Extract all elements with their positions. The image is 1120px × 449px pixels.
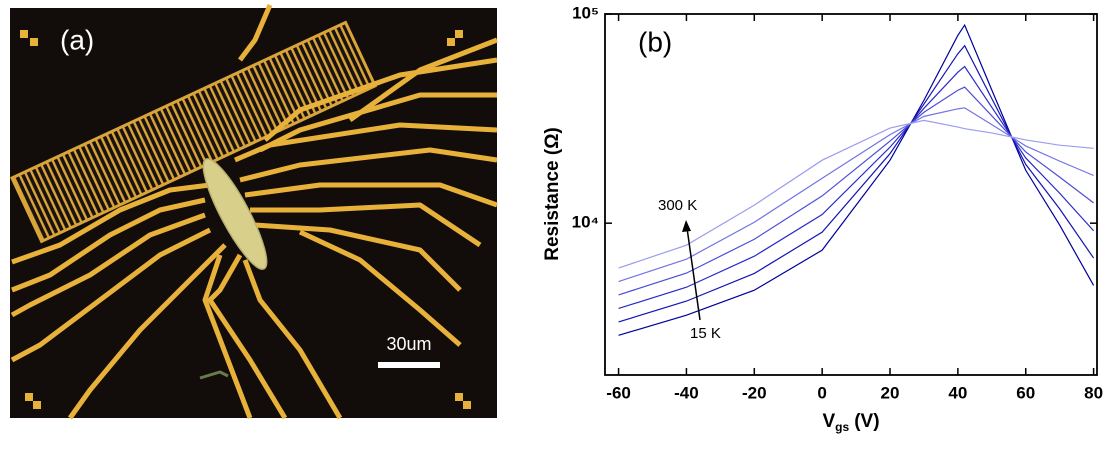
x-tick-label: -40 bbox=[674, 383, 699, 402]
scale-bar-label: 30um bbox=[386, 334, 431, 354]
electrodes bbox=[10, 4, 498, 420]
x-tick-label: 60 bbox=[1016, 383, 1035, 402]
data-line bbox=[618, 23, 1095, 336]
scale-bar bbox=[378, 362, 440, 368]
x-tick-label: 40 bbox=[948, 383, 967, 402]
x-tick-label: 80 bbox=[1084, 383, 1103, 402]
x-axis-label: Vgs (V) bbox=[822, 411, 879, 434]
x-tick-label: -20 bbox=[742, 383, 767, 402]
micrograph: 30um (a) bbox=[10, 4, 498, 420]
annotation: 300 K bbox=[658, 197, 697, 214]
y-tick-label: 10⁴ bbox=[572, 213, 599, 232]
arrow-shaft bbox=[686, 227, 701, 321]
data-line bbox=[618, 65, 1095, 310]
panel-label: (b) bbox=[638, 26, 672, 57]
x-axis-label-main: V bbox=[822, 411, 835, 432]
annotation: 15 K bbox=[690, 325, 721, 342]
x-tick-label: 0 bbox=[817, 383, 826, 402]
plot-frame bbox=[604, 13, 1098, 376]
x-axis-label-unit: (V) bbox=[854, 411, 879, 432]
data-line bbox=[618, 44, 1095, 323]
data-line bbox=[618, 119, 1094, 269]
x-tick-label: 20 bbox=[881, 383, 900, 402]
y-axis-label: Resistance (Ω) bbox=[542, 127, 563, 261]
panel-label: (a) bbox=[60, 24, 94, 55]
x-tick-label: -60 bbox=[606, 383, 631, 402]
data-line bbox=[618, 107, 1094, 283]
data-line bbox=[618, 86, 1094, 296]
y-tick-label: 10⁵ bbox=[572, 3, 599, 22]
x-axis-label-sub: gs bbox=[835, 420, 849, 434]
arrow-head bbox=[682, 220, 691, 232]
chart: (b) Resistance (Ω) Vgs (V) -60 -40 -20 0 20 40… bbox=[542, 3, 1103, 434]
